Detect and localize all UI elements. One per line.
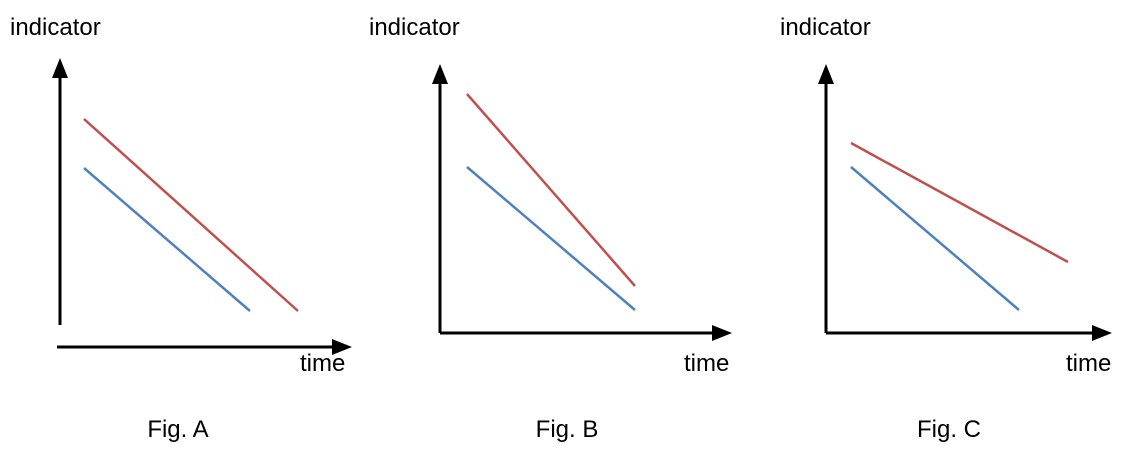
fig-a-x-axis-label: time xyxy=(300,350,345,377)
figure-c: indicator time Fig. C xyxy=(780,14,1112,443)
fig-b-blue-line xyxy=(466,166,636,311)
fig-a-y-axis-label: indicator xyxy=(10,14,101,41)
fig-a-blue-line xyxy=(83,167,251,312)
fig-b-x-axis-label: time xyxy=(684,350,729,377)
fig-b-y-axis-label: indicator xyxy=(369,14,460,41)
figure-a: indicator time Fig. A xyxy=(10,14,352,443)
fig-c-caption: Fig. C xyxy=(917,416,981,443)
fig-b-y-axis-arrowhead xyxy=(432,64,448,84)
fig-a-red-line xyxy=(83,118,299,312)
fig-c-x-axis-arrowhead xyxy=(1092,325,1112,341)
fig-b-red-line xyxy=(466,93,636,287)
fig-c-x-axis-label: time xyxy=(1066,350,1111,377)
fig-c-y-axis-label: indicator xyxy=(780,14,871,41)
fig-c-y-axis-arrowhead xyxy=(818,64,834,84)
fig-b-caption: Fig. B xyxy=(536,416,599,443)
figure-b: indicator time Fig. B xyxy=(369,14,732,443)
fig-b-x-axis-arrowhead xyxy=(712,325,732,341)
fig-a-caption: Fig. A xyxy=(147,416,208,443)
fig-c-red-line xyxy=(850,141,1069,264)
fig-a-y-axis-arrowhead xyxy=(52,58,68,78)
fig-c-blue-line xyxy=(850,166,1020,311)
fig-a-x-axis-arrowhead xyxy=(332,339,352,355)
